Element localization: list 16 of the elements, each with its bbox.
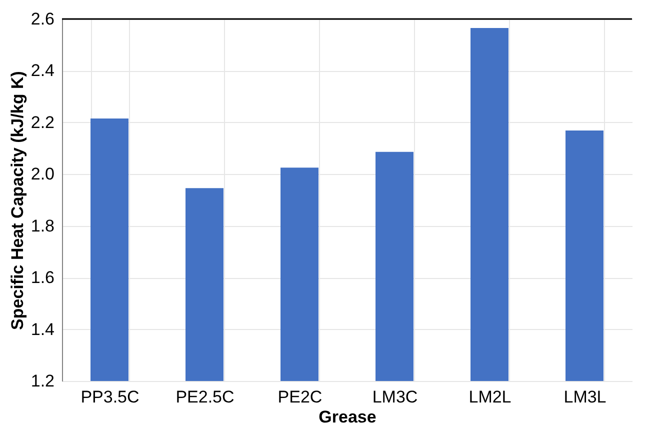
x-tick-label: LM2L [468,388,512,406]
x-tick-label: LM3L [564,388,606,406]
y-tick-label: 2.0 [30,164,54,184]
x-tick-label: PE2C [278,388,322,406]
x-tick-label: PP3.5C [80,388,140,406]
y-tick-label: 1.4 [30,320,54,339]
y-axis-title: Specific Heat Capacity (kJ/kg K) [8,71,27,330]
y-tick-label: 1.6 [30,268,54,288]
x-axis-title: Grease [318,408,376,426]
y-tick-label: 2.6 [30,10,54,28]
y-tick-label: 1.8 [30,216,54,236]
y-tick-label: 1.2 [30,372,54,390]
y-tick-label: 2.4 [30,61,54,80]
x-tick-label: LM3C [372,388,418,406]
x-tick-label: PE2.5C [176,388,234,406]
y-tick-label: 2.2 [30,112,54,132]
